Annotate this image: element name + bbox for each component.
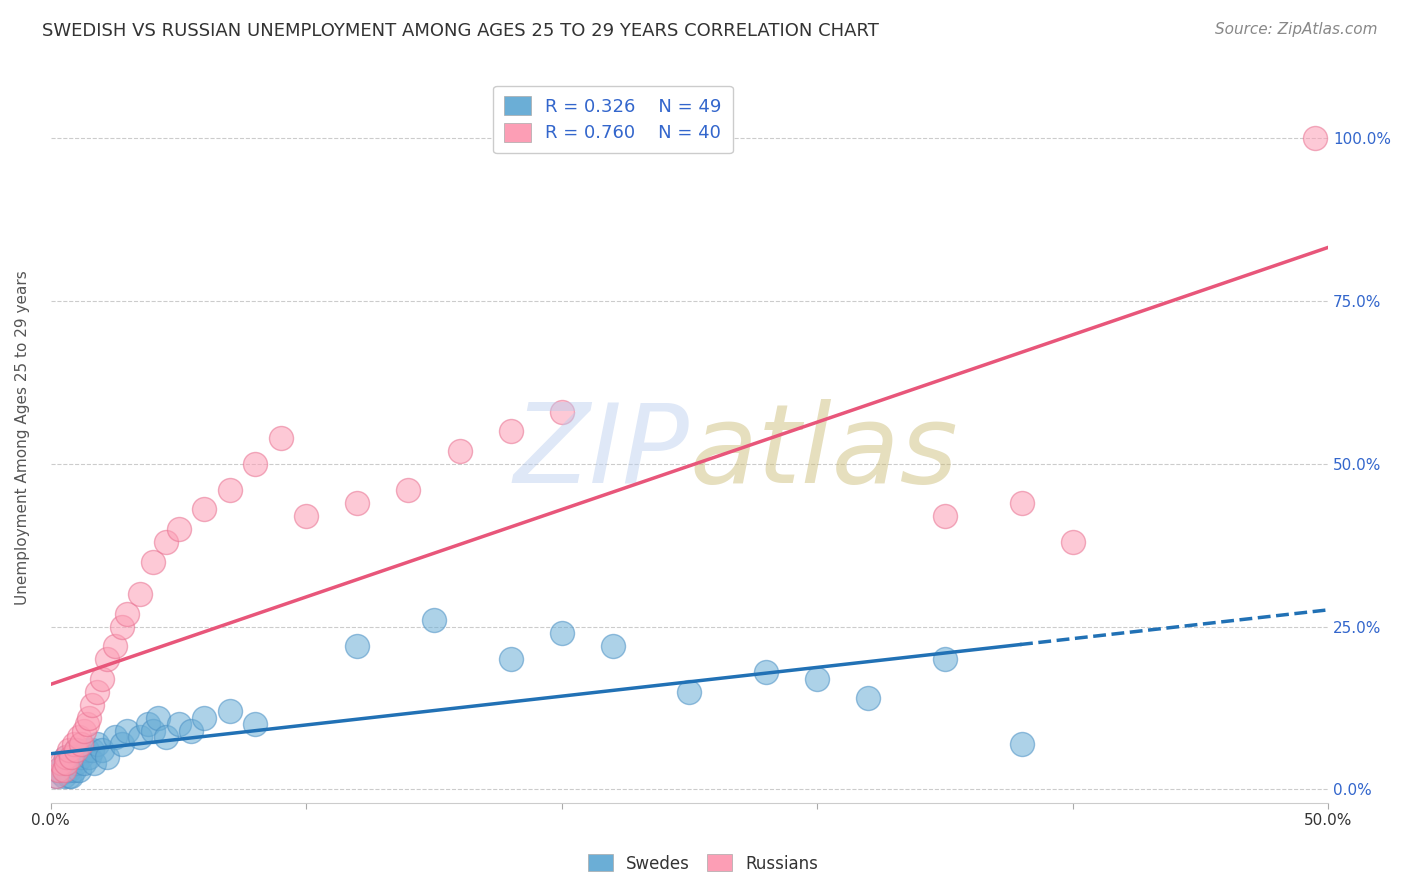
Point [63, 763, 86, 777]
Point [63, 737, 86, 751]
Point [55, 756, 77, 771]
Point [67, 763, 90, 777]
Point [76, 717, 98, 731]
Point [155, 731, 177, 745]
Point [58, 743, 80, 757]
Point [167, 522, 190, 536]
Point [60, 756, 83, 771]
Point [90, 672, 112, 686]
Point [1011, 737, 1033, 751]
Point [45, 769, 67, 783]
Point [52, 769, 75, 783]
Point [180, 723, 202, 738]
Point [136, 717, 159, 731]
Point [86, 685, 108, 699]
Point [80, 698, 103, 712]
Point [193, 711, 215, 725]
Point [423, 613, 446, 627]
Point [55, 750, 77, 764]
Point [67, 731, 90, 745]
Point [52, 756, 75, 771]
Point [73, 723, 96, 738]
Point [48, 763, 70, 777]
Point [499, 652, 522, 666]
Point [58, 769, 80, 783]
Point [1305, 131, 1327, 145]
Legend: R = 0.326    N = 49, R = 0.760    N = 40: R = 0.326 N = 49, R = 0.760 N = 40 [494, 86, 733, 153]
Point [398, 483, 420, 497]
Point [77, 711, 100, 725]
Point [146, 711, 169, 725]
Point [60, 769, 83, 783]
Point [218, 483, 240, 497]
Point [55, 763, 77, 777]
Point [295, 508, 318, 523]
Point [52, 763, 75, 777]
Point [551, 405, 574, 419]
Point [111, 737, 134, 751]
Point [193, 502, 215, 516]
Point [270, 431, 292, 445]
Point [117, 723, 139, 738]
Point [70, 750, 93, 764]
Point [104, 639, 127, 653]
Point [48, 763, 70, 777]
Point [111, 620, 134, 634]
Point [167, 717, 190, 731]
Point [142, 723, 165, 738]
Point [346, 496, 368, 510]
Point [70, 737, 93, 751]
Point [58, 763, 80, 777]
Point [499, 424, 522, 438]
Point [551, 626, 574, 640]
Point [104, 731, 127, 745]
Text: ZIP: ZIP [513, 399, 689, 506]
Point [96, 750, 118, 764]
Point [449, 443, 471, 458]
Point [77, 750, 100, 764]
Point [65, 743, 87, 757]
Point [45, 769, 67, 783]
Point [755, 665, 778, 680]
Point [73, 756, 96, 771]
Point [86, 737, 108, 751]
Point [858, 691, 880, 706]
Text: Source: ZipAtlas.com: Source: ZipAtlas.com [1215, 22, 1378, 37]
Point [155, 535, 177, 549]
Point [218, 704, 240, 718]
Point [80, 743, 103, 757]
Point [245, 717, 267, 731]
Point [49, 766, 72, 780]
Point [63, 750, 86, 764]
Y-axis label: Unemployment Among Ages 25 to 29 years: Unemployment Among Ages 25 to 29 years [15, 270, 30, 605]
Point [76, 743, 98, 757]
Point [1062, 535, 1084, 549]
Point [934, 652, 956, 666]
Point [117, 607, 139, 621]
Point [346, 639, 368, 653]
Legend: Swedes, Russians: Swedes, Russians [581, 847, 825, 880]
Text: SWEDISH VS RUSSIAN UNEMPLOYMENT AMONG AGES 25 TO 29 YEARS CORRELATION CHART: SWEDISH VS RUSSIAN UNEMPLOYMENT AMONG AG… [42, 22, 879, 40]
Text: atlas: atlas [689, 399, 957, 506]
Point [678, 685, 700, 699]
Point [129, 587, 152, 601]
Point [934, 508, 956, 523]
Point [65, 756, 87, 771]
Point [142, 554, 165, 568]
Point [65, 743, 87, 757]
Point [602, 639, 624, 653]
Point [60, 750, 83, 764]
Point [96, 652, 118, 666]
Point [90, 743, 112, 757]
Point [49, 756, 72, 771]
Point [55, 750, 77, 764]
Point [1011, 496, 1033, 510]
Point [83, 756, 105, 771]
Point [806, 672, 828, 686]
Point [245, 457, 267, 471]
Point [129, 731, 152, 745]
